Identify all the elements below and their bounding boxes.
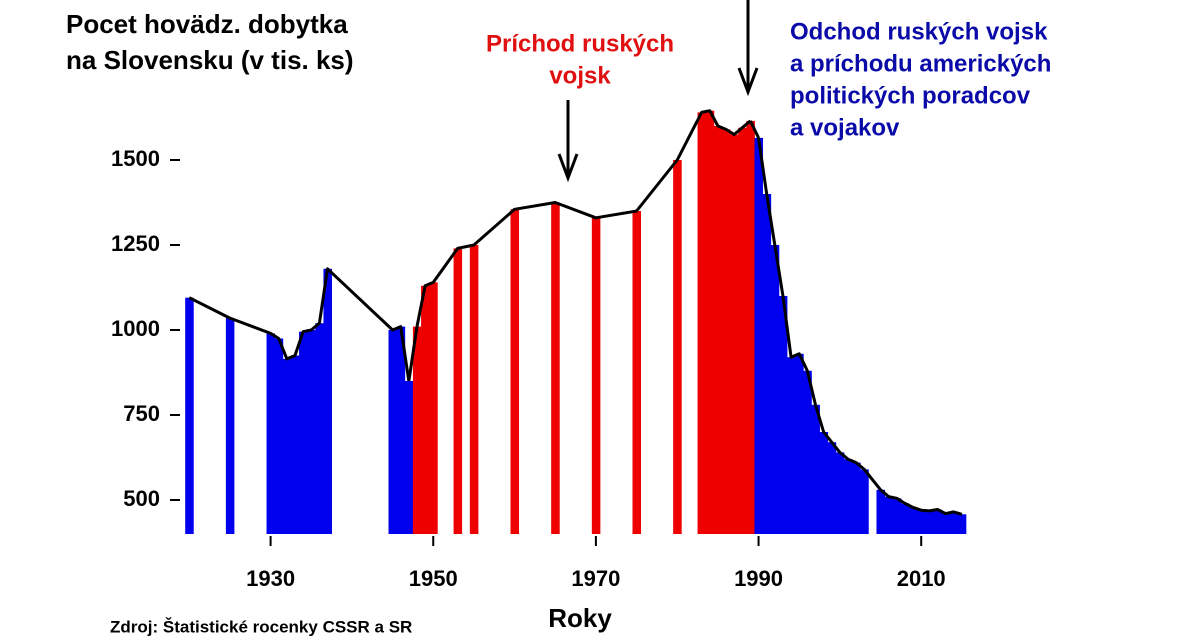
data-line xyxy=(415,109,752,327)
bar xyxy=(388,330,398,534)
bar xyxy=(803,370,812,534)
bar xyxy=(282,358,292,534)
bar xyxy=(778,296,788,534)
bar xyxy=(551,202,560,534)
bar xyxy=(787,357,796,534)
bar xyxy=(770,245,780,534)
x-tick-label: 1990 xyxy=(734,566,783,591)
bar xyxy=(591,217,601,535)
annotation: a príchodu amerických xyxy=(790,50,1051,77)
bar xyxy=(421,285,430,534)
bar xyxy=(925,510,934,534)
x-tick-label: 1930 xyxy=(246,566,295,591)
bar xyxy=(933,509,942,534)
x-axis-label: Roky xyxy=(548,603,612,633)
bar xyxy=(852,462,861,534)
annotation: a vojakov xyxy=(790,114,900,141)
bar xyxy=(632,211,642,534)
bar xyxy=(323,268,332,534)
bar xyxy=(811,404,820,534)
annotation-arrowhead xyxy=(557,153,579,183)
bar xyxy=(274,338,284,534)
annotation-arrowhead xyxy=(737,67,759,97)
bar xyxy=(705,110,715,534)
chart-title: Pocet hovädz. dobytka xyxy=(66,9,348,39)
x-tick-label: 2010 xyxy=(897,566,946,591)
bar xyxy=(762,194,772,534)
annotation: Príchod ruských xyxy=(486,30,674,57)
bar xyxy=(884,496,894,534)
bar xyxy=(843,459,853,534)
bar xyxy=(917,510,926,534)
bar xyxy=(185,297,194,534)
bar xyxy=(469,245,479,534)
bar xyxy=(396,326,406,534)
bar xyxy=(697,112,707,535)
annotation: vojsk xyxy=(549,62,611,89)
bar xyxy=(746,120,755,535)
chart-title: na Slovensku (v tis. ks) xyxy=(66,45,354,75)
annotation: politických poradcov xyxy=(790,82,1031,109)
bar xyxy=(876,489,886,534)
bar xyxy=(909,507,918,534)
bar xyxy=(307,330,316,534)
bar xyxy=(827,442,837,534)
bar xyxy=(713,126,723,534)
bar xyxy=(738,127,747,534)
bar xyxy=(721,129,731,534)
bar xyxy=(819,432,829,534)
bar xyxy=(453,248,463,534)
data-line xyxy=(188,267,411,382)
bar xyxy=(730,134,739,534)
y-tick-label: 1000 xyxy=(111,316,160,341)
bar xyxy=(315,323,324,534)
bar xyxy=(266,333,276,534)
bar xyxy=(892,498,902,534)
x-tick-label: 1950 xyxy=(409,566,458,591)
bar xyxy=(510,209,520,535)
bar xyxy=(673,160,682,534)
y-tick-label: 1250 xyxy=(111,231,160,256)
bar xyxy=(900,503,910,534)
bar xyxy=(949,511,959,534)
bar xyxy=(404,381,414,534)
bar xyxy=(860,469,869,534)
bar xyxy=(754,137,764,534)
bar xyxy=(835,452,845,534)
x-tick-label: 1970 xyxy=(571,566,620,591)
annotation: Odchod ruských vojsk xyxy=(790,18,1048,45)
bar xyxy=(957,514,967,534)
y-tick-label: 500 xyxy=(123,486,160,511)
y-tick-label: 750 xyxy=(123,401,160,426)
bar xyxy=(429,282,438,534)
bar xyxy=(941,513,951,534)
data-line-bridge xyxy=(407,326,419,382)
bar xyxy=(225,318,235,534)
bar xyxy=(795,353,804,534)
bar xyxy=(299,331,308,534)
bar xyxy=(412,326,422,534)
data-line xyxy=(757,137,963,516)
bar xyxy=(290,355,300,534)
source-note: Zdroj: Štatistické rocenky CSSR a SR xyxy=(110,617,412,636)
y-tick-label: 1500 xyxy=(111,146,160,171)
data-line-bridge xyxy=(749,120,760,139)
